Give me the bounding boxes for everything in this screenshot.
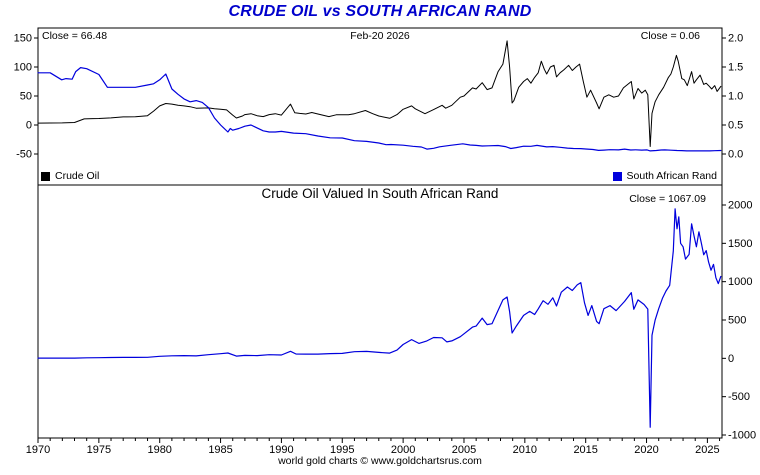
svg-text:-50: -50 <box>16 149 32 161</box>
legend-south-african-rand: South African Rand <box>612 170 717 182</box>
svg-text:1985: 1985 <box>208 444 232 456</box>
svg-text:2015: 2015 <box>573 444 597 456</box>
svg-text:2005: 2005 <box>452 444 476 456</box>
bottom-panel-title: Crude Oil Valued In South African Rand <box>261 186 499 201</box>
footer-credit: world gold charts © www.goldchartsrus.co… <box>278 455 482 467</box>
page-title: CRUDE OIL vs SOUTH AFRICAN RAND <box>228 3 532 20</box>
svg-text:150: 150 <box>14 33 32 45</box>
svg-text:1970: 1970 <box>26 444 50 456</box>
svg-text:1000: 1000 <box>728 276 752 288</box>
rand-legend-label: South African Rand <box>626 170 717 182</box>
svg-text:1975: 1975 <box>87 444 111 456</box>
svg-text:0: 0 <box>26 120 32 132</box>
svg-text:-1000: -1000 <box>728 430 756 442</box>
svg-text:2000: 2000 <box>391 444 415 456</box>
rand-value-close-label: Close = 1067.09 <box>629 193 706 205</box>
svg-text:500: 500 <box>728 315 746 327</box>
crude-oil-swatch-icon <box>41 171 50 181</box>
svg-text:2.0: 2.0 <box>728 33 743 45</box>
crude-oil-close-label: Close = 66.48 <box>42 30 108 42</box>
date-label: Feb-20 2026 <box>350 30 410 42</box>
svg-text:0.0: 0.0 <box>728 149 743 161</box>
svg-text:2020: 2020 <box>634 444 658 456</box>
rand-swatch-icon <box>612 171 622 181</box>
rand-close-label: Close = 0.06 <box>640 30 700 42</box>
svg-text:1995: 1995 <box>330 444 354 456</box>
svg-text:2010: 2010 <box>513 444 537 456</box>
svg-text:1990: 1990 <box>269 444 293 456</box>
svg-text:1980: 1980 <box>147 444 171 456</box>
legend-crude-oil: Crude Oil <box>41 170 99 182</box>
crude-oil-legend-label: Crude Oil <box>55 170 100 182</box>
svg-text:2000: 2000 <box>728 200 752 212</box>
svg-text:1.0: 1.0 <box>728 91 743 103</box>
svg-text:1500: 1500 <box>728 238 752 250</box>
svg-text:0.5: 0.5 <box>728 120 743 132</box>
svg-text:0: 0 <box>728 353 734 365</box>
svg-text:2025: 2025 <box>695 444 719 456</box>
svg-text:-500: -500 <box>728 391 750 403</box>
svg-text:50: 50 <box>20 91 32 103</box>
svg-text:100: 100 <box>14 62 32 74</box>
svg-text:1.5: 1.5 <box>728 62 743 74</box>
